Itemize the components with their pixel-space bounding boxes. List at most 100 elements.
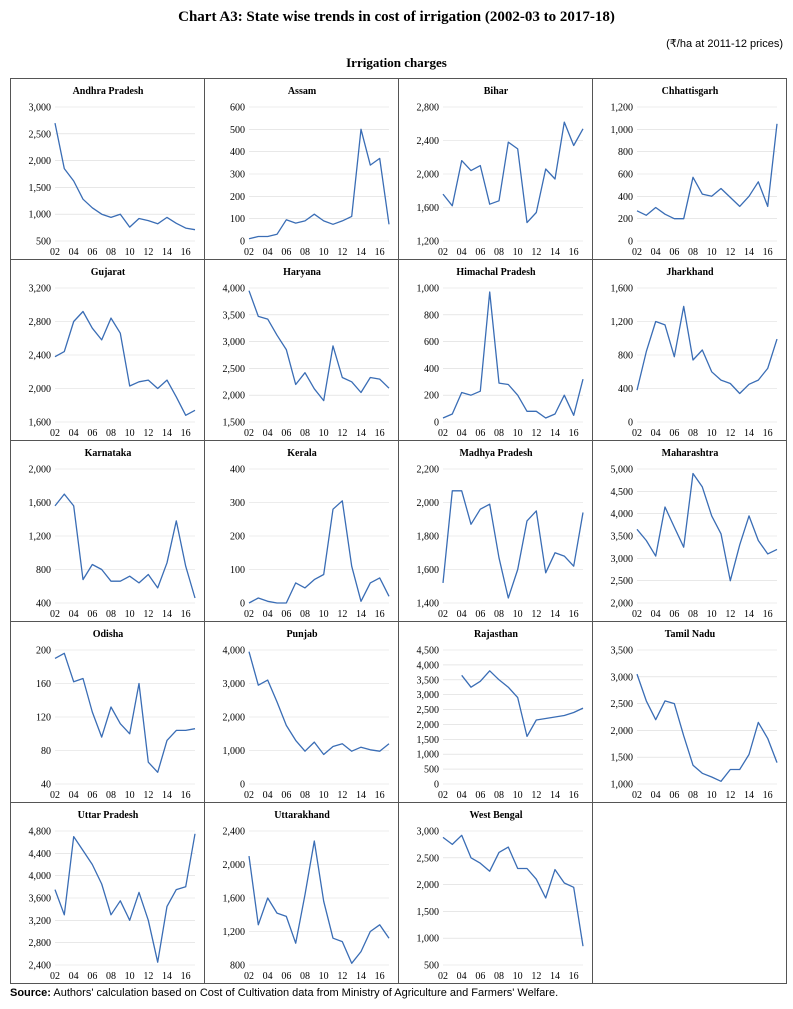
- y-tick-label: 4,400: [29, 849, 52, 860]
- y-tick-label: 1,600: [29, 418, 52, 429]
- x-tick-label: 10: [125, 609, 135, 620]
- y-tick-label: 200: [424, 391, 439, 402]
- y-tick-label: 2,000: [223, 860, 246, 871]
- x-tick-label: 08: [494, 609, 504, 620]
- x-tick-label: 16: [181, 971, 191, 982]
- chart-svg: Andhra Pradesh 500 1,000 1,500 2,000 2,500 3,0…: [29, 86, 196, 258]
- x-tick-label: 04: [651, 609, 661, 620]
- x-tick-label: 14: [356, 790, 366, 801]
- chart-svg: Bihar 1,200 1,600 2,000 2,400 2,800 02 04 06 08 10…: [417, 86, 584, 258]
- series-line: [442, 121, 584, 224]
- x-tick-label: 10: [513, 428, 523, 439]
- x-tick-label: 14: [550, 609, 560, 620]
- y-tick-label: 3,000: [29, 103, 52, 114]
- x-tick-label: 12: [531, 247, 541, 258]
- series-line: [248, 840, 390, 964]
- x-tick-label: 04: [457, 790, 467, 801]
- series-line: [461, 670, 584, 738]
- panel-title: Madhya Pradesh: [459, 448, 533, 459]
- y-tick-label: 4,000: [611, 509, 634, 520]
- y-tick-label: 1,600: [417, 565, 440, 576]
- y-tick-label: 1,200: [611, 103, 634, 114]
- x-tick-label: 02: [244, 247, 254, 258]
- empty-panel: [592, 802, 787, 984]
- y-tick-label: 200: [230, 532, 245, 543]
- y-tick-label: 120: [36, 713, 51, 724]
- y-tick-label: 4,000: [223, 284, 246, 295]
- chart-panel: Chhattisgarh 0 200 400 600 800 1,000 1,200 02 04 0…: [592, 78, 787, 260]
- x-tick-label: 06: [669, 428, 679, 439]
- y-tick-label: 1,500: [611, 753, 634, 764]
- y-tick-label: 0: [434, 418, 439, 429]
- series-line: [54, 122, 196, 231]
- series-line: [248, 128, 390, 240]
- x-tick-label: 12: [725, 428, 735, 439]
- x-tick-label: 08: [688, 790, 698, 801]
- y-tick-label: 300: [230, 170, 245, 181]
- chart-panel: West Bengal 500 1,000 1,500 2,000 2,500 3,000 0…: [398, 802, 593, 984]
- x-tick-label: 14: [162, 428, 172, 439]
- y-tick-label: 400: [618, 384, 633, 395]
- y-tick-label: 400: [230, 465, 245, 476]
- y-tick-label: 80: [41, 746, 51, 757]
- series-line: [442, 490, 584, 599]
- y-tick-label: 1,200: [417, 237, 440, 248]
- x-tick-label: 02: [438, 971, 448, 982]
- x-tick-label: 08: [106, 971, 116, 982]
- y-tick-label: 3,500: [417, 675, 440, 686]
- x-tick-label: 08: [300, 428, 310, 439]
- chart-svg: West Bengal 500 1,000 1,500 2,000 2,500 3,000 0…: [417, 810, 584, 982]
- chart-svg: Chhattisgarh 0 200 400 600 800 1,000 1,200 02 04 0…: [611, 86, 778, 258]
- y-tick-label: 3,500: [611, 532, 634, 543]
- chart-svg: Gujarat 1,600 2,000 2,400 2,800 3,200 02 04 06 08…: [29, 267, 196, 439]
- x-tick-label: 16: [181, 609, 191, 620]
- x-tick-label: 02: [244, 790, 254, 801]
- y-tick-label: 200: [36, 646, 51, 657]
- x-tick-label: 02: [632, 247, 642, 258]
- chart-subtitle: Irrigation charges: [346, 55, 447, 70]
- x-tick-label: 14: [356, 247, 366, 258]
- y-tick-label: 3,000: [223, 337, 246, 348]
- x-tick-label: 10: [707, 790, 717, 801]
- y-tick-label: 400: [618, 192, 633, 203]
- y-tick-label: 0: [240, 780, 245, 791]
- x-tick-label: 04: [263, 428, 273, 439]
- units-note: (₹/ha at 2011-12 prices): [666, 38, 783, 50]
- chart-svg: Uttarakhand 800 1,200 1,600 2,000 2,400 02 04 06…: [223, 810, 390, 982]
- chart-svg: Punjab 0 1,000 2,000 3,000 4,000 02 04 06 08 10 12 1…: [223, 629, 390, 801]
- x-tick-label: 14: [356, 609, 366, 620]
- x-tick-label: 08: [300, 971, 310, 982]
- y-tick-label: 0: [240, 599, 245, 610]
- chart-panel: Tamil Nadu 1,000 1,500 2,000 2,500 3,000 3,500…: [592, 621, 787, 803]
- x-tick-label: 12: [143, 971, 153, 982]
- x-tick-label: 10: [319, 790, 329, 801]
- chart-panel: Andhra Pradesh 500 1,000 1,500 2,000 2,500 3,0…: [10, 78, 205, 260]
- y-tick-label: 400: [36, 599, 51, 610]
- y-tick-label: 1,200: [29, 532, 52, 543]
- y-tick-label: 2,800: [29, 938, 52, 949]
- x-tick-label: 02: [438, 428, 448, 439]
- x-tick-label: 02: [244, 971, 254, 982]
- chart-svg: Odisha 40 80 120 160 200 02 04 06 08 10 12 14 16: [36, 629, 196, 801]
- y-tick-label: 3,000: [611, 554, 634, 565]
- x-tick-label: 04: [263, 247, 273, 258]
- y-tick-label: 3,000: [611, 672, 634, 683]
- x-tick-label: 16: [375, 247, 385, 258]
- y-tick-label: 0: [240, 237, 245, 248]
- y-tick-label: 3,000: [417, 690, 440, 701]
- chart-panel: Uttarakhand 800 1,200 1,600 2,000 2,400 02 04 06…: [204, 802, 399, 984]
- y-tick-label: 500: [230, 125, 245, 136]
- x-tick-label: 10: [125, 247, 135, 258]
- y-tick-label: 3,600: [29, 894, 52, 905]
- x-tick-label: 08: [106, 790, 116, 801]
- x-tick-label: 12: [337, 609, 347, 620]
- y-tick-label: 600: [230, 103, 245, 114]
- x-tick-label: 06: [281, 428, 291, 439]
- panel-title: Kerala: [287, 448, 316, 459]
- y-tick-label: 3,200: [29, 284, 52, 295]
- x-tick-label: 12: [337, 971, 347, 982]
- x-tick-label: 10: [513, 790, 523, 801]
- y-tick-label: 1,600: [417, 203, 440, 214]
- y-tick-label: 2,000: [223, 391, 246, 402]
- y-tick-label: 200: [618, 214, 633, 225]
